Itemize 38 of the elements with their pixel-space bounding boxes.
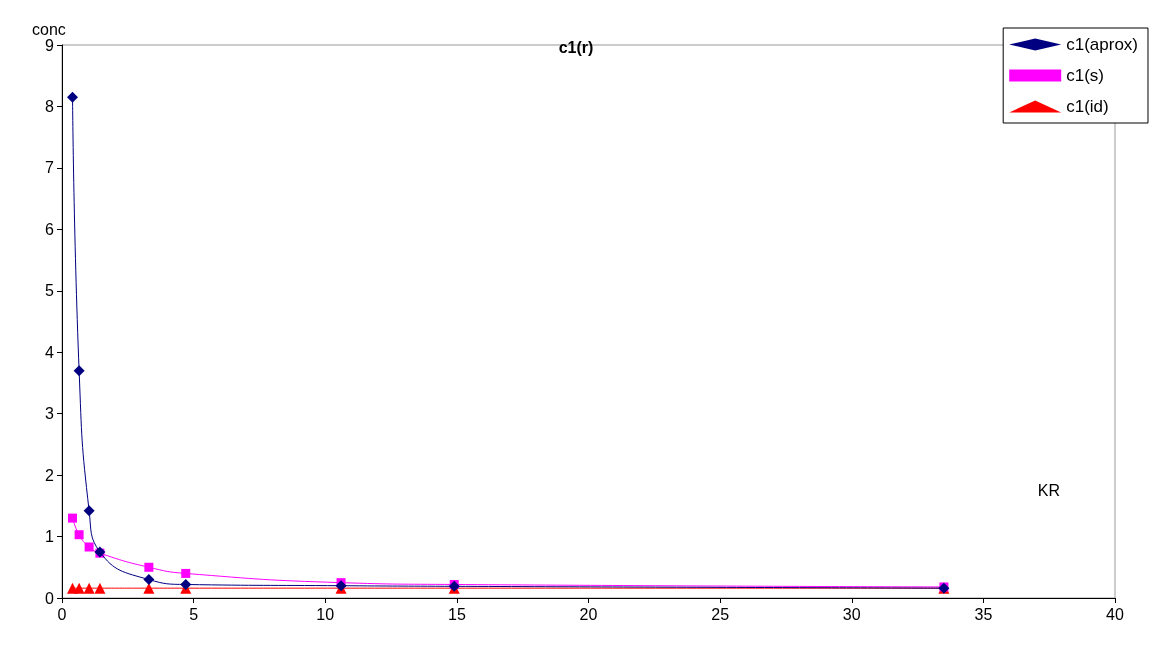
point [68, 513, 78, 523]
y-tick-label: 8 [45, 97, 55, 115]
x-tick-label: 15 [447, 605, 466, 623]
point [84, 542, 94, 552]
point [180, 578, 192, 590]
legend-label: c1(aprox) [1066, 35, 1139, 54]
y-tick-label: 2 [45, 466, 55, 484]
y-axis-title: conc [32, 20, 66, 38]
x-axis-title: KR [1037, 481, 1060, 499]
x-tick-label: 25 [711, 605, 730, 623]
point [83, 505, 95, 517]
point [143, 574, 155, 586]
point [73, 365, 85, 377]
x-tick-label: 35 [974, 605, 993, 623]
y-tick-label: 7 [45, 159, 55, 177]
x-tick-label: 30 [842, 605, 861, 623]
chart-title: c1(r) [558, 38, 594, 56]
y-tick-label: 1 [45, 528, 55, 546]
point [94, 582, 106, 594]
y-tick-label: 6 [45, 220, 55, 238]
x-tick-label: 40 [1106, 605, 1124, 623]
y-tick-label: 0 [45, 589, 55, 607]
y-tick-label: 9 [45, 36, 55, 54]
x-tick-label: 0 [57, 605, 67, 623]
point [181, 568, 191, 578]
x-tick-label: 5 [189, 605, 199, 623]
x-tick-label: 10 [316, 605, 335, 623]
point [83, 582, 95, 594]
y-tick-label: 5 [45, 282, 55, 300]
point [144, 562, 154, 572]
legend-label: c1(s) [1066, 66, 1104, 85]
y-tick-label: 4 [45, 343, 55, 361]
point [74, 530, 84, 540]
x-tick-label: 20 [579, 605, 598, 623]
point [73, 582, 85, 594]
legend-label: c1(id) [1066, 97, 1109, 116]
y-tick-label: 3 [45, 405, 55, 423]
point [67, 91, 79, 103]
